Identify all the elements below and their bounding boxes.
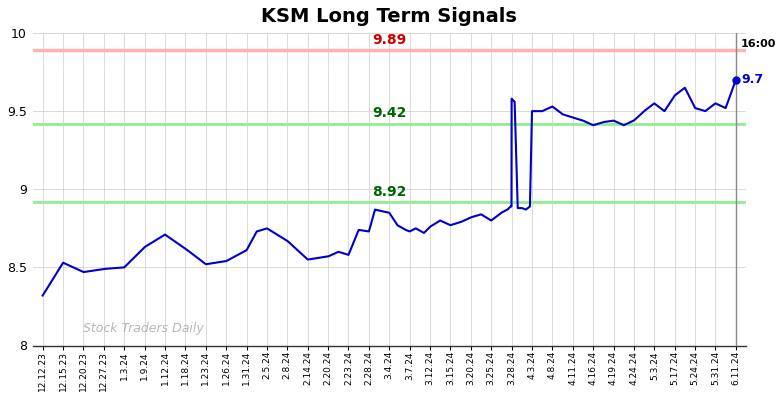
Text: 16:00: 16:00 xyxy=(741,39,776,49)
Text: 8.92: 8.92 xyxy=(372,185,406,199)
Title: KSM Long Term Signals: KSM Long Term Signals xyxy=(261,7,517,26)
Text: 9.7: 9.7 xyxy=(741,73,763,86)
Text: 9.89: 9.89 xyxy=(372,33,406,47)
Text: 9.42: 9.42 xyxy=(372,106,406,121)
Text: Stock Traders Daily: Stock Traders Daily xyxy=(83,322,204,335)
